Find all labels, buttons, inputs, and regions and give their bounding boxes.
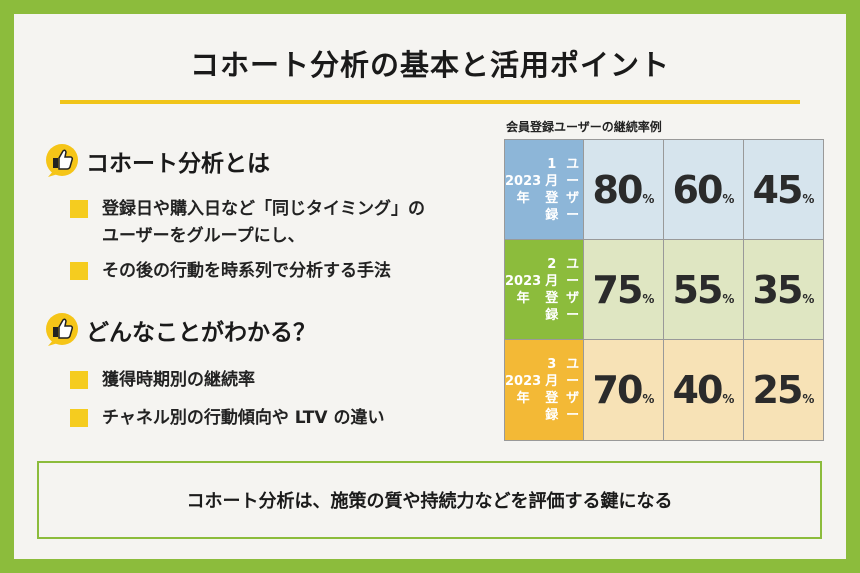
retention-value: 70% (592, 368, 655, 412)
summary-box: コホート分析は、施策の質や持続力などを評価する鍵になる (37, 461, 822, 539)
percent-sign: % (722, 191, 735, 206)
retention-value: 35% (752, 267, 815, 312)
cohort-cell: 70% (584, 340, 664, 440)
title-underline (60, 100, 800, 104)
cohort-row-label-line: ユーザー (566, 156, 580, 223)
cohort-cell: 80% (584, 140, 664, 240)
summary-text: コホート分析は、施策の質や持続力などを評価する鍵になる (186, 491, 673, 512)
retention-value: 45% (752, 167, 815, 212)
thumbs-up-icon (44, 312, 80, 348)
cohort-row-label-line: 2023 年 (505, 173, 542, 206)
bullet-item: 獲得時期別の継続率 (70, 367, 255, 394)
cohort-cell: 25% (744, 340, 823, 440)
bullet-text: チャネル別の行動傾向や LTV の違い (102, 408, 385, 428)
section-heading: どんなことがわかる？ (86, 320, 316, 346)
section-heading: コホート分析とは (86, 151, 270, 177)
cohort-row-label-line: 2023 年 (505, 273, 542, 306)
percent-sign: % (722, 392, 735, 406)
cohort-cell: 35% (744, 240, 823, 340)
cohort-cell: 40% (664, 340, 744, 440)
cohort-row-label-line: 1 月登録 (545, 156, 559, 223)
percent-sign: % (642, 191, 655, 206)
percent-sign: % (642, 291, 655, 306)
percent-sign: % (642, 392, 655, 406)
bullet-item: 登録日や購入日など「同じタイミング」の ユーザーをグループにし、 (70, 196, 425, 250)
retention-value: 55% (672, 267, 735, 312)
bullet-marker (70, 200, 88, 218)
bullet-marker (70, 371, 88, 389)
cohort-cell: 60% (664, 140, 744, 240)
retention-value: 40% (672, 368, 735, 412)
bullet-marker (70, 409, 88, 427)
section-what-is: コホート分析とは (44, 143, 270, 179)
cohort-cell: 55% (664, 240, 744, 340)
percent-sign: % (802, 191, 815, 206)
bullet-marker (70, 262, 88, 280)
cohort-cell: 75% (584, 240, 664, 340)
bullet-text: その後の行動を時系列で分析する手法 (102, 261, 391, 281)
section-what-you-learn: どんなことがわかる？ (44, 312, 316, 348)
cohort-row-label-line: 3 月登録 (545, 357, 559, 423)
page-title: コホート分析の基本と活用ポイント (189, 48, 670, 82)
bullet-text: ユーザーをグループにし、 (102, 226, 305, 246)
cohort-cell: 45% (744, 140, 823, 240)
cohort-row-label-line: 2023 年 (505, 374, 542, 406)
percent-sign: % (722, 291, 735, 306)
bullet-item: その後の行動を時系列で分析する手法 (70, 258, 391, 285)
thumbs-up-icon (44, 143, 80, 179)
percent-sign: % (802, 291, 815, 306)
retention-value: 75% (592, 267, 655, 312)
retention-value: 60% (672, 167, 735, 212)
retention-value: 80% (592, 167, 655, 212)
cohort-row-label-line: ユーザー (566, 357, 580, 423)
bullet-text: 獲得時期別の継続率 (102, 370, 255, 390)
cohort-row-label-line: ユーザー (566, 256, 580, 323)
grid-caption: 会員登録ユーザーの継続率例 (506, 120, 662, 134)
percent-sign: % (802, 392, 815, 406)
bullet-text: 登録日や購入日など「同じタイミング」の (102, 199, 425, 219)
bullet-item: チャネル別の行動傾向や LTV の違い (70, 405, 384, 432)
retention-value: 25% (752, 368, 815, 412)
cohort-row-label-line: 2 月登録 (545, 256, 559, 323)
